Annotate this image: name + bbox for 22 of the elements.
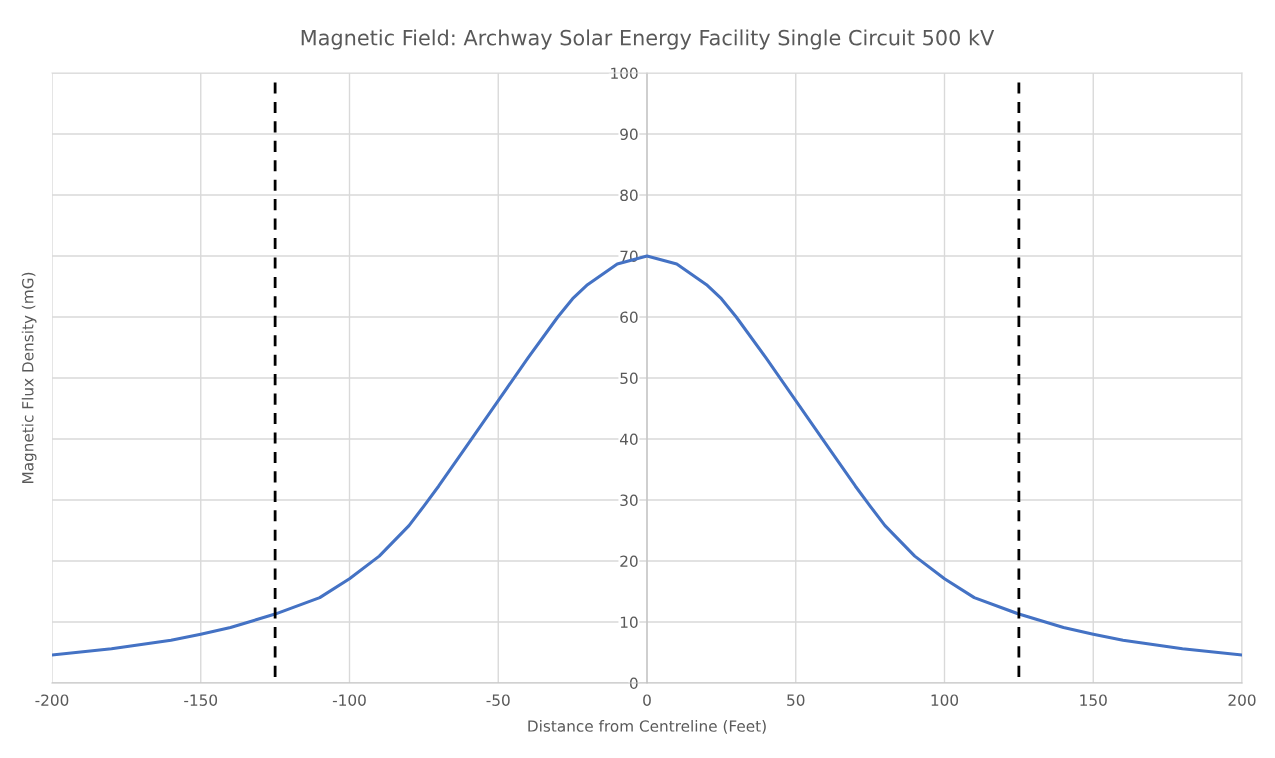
y-tick-label: 80: [620, 189, 638, 202]
x-tick-label: -150: [184, 694, 218, 706]
y-tick-label: 40: [619, 433, 638, 446]
y-tick-label: 30: [620, 494, 638, 507]
y-tick-label: 100: [611, 67, 638, 80]
chart-title: Magnetic Field: Archway Solar Energy Facility Single Circuit 500 kV: [301, 29, 995, 50]
y-tick-label: 20: [620, 555, 638, 568]
y-tick-label: 50: [620, 372, 638, 385]
x-tick-label: 200: [1228, 694, 1256, 706]
x-tick-label: 50: [787, 694, 805, 706]
x-tick-label: 100: [931, 694, 959, 706]
x-tick-label: -50: [486, 694, 510, 706]
x-tick-label: 150: [1080, 694, 1107, 706]
y-axis-title: Magnetic Flux Density (mG): [21, 272, 37, 483]
y-tick-label: 10: [620, 616, 638, 629]
x-tick-label: 0: [643, 694, 651, 706]
x-axis-title: Distance from Centreline (Feet): [528, 720, 766, 734]
y-tick-label: 0: [629, 677, 638, 690]
x-tick-label: -100: [332, 694, 366, 706]
x-tick-label: -200: [35, 694, 69, 706]
y-tick-label: 90: [620, 128, 638, 141]
y-tick-label: 60: [620, 311, 638, 324]
